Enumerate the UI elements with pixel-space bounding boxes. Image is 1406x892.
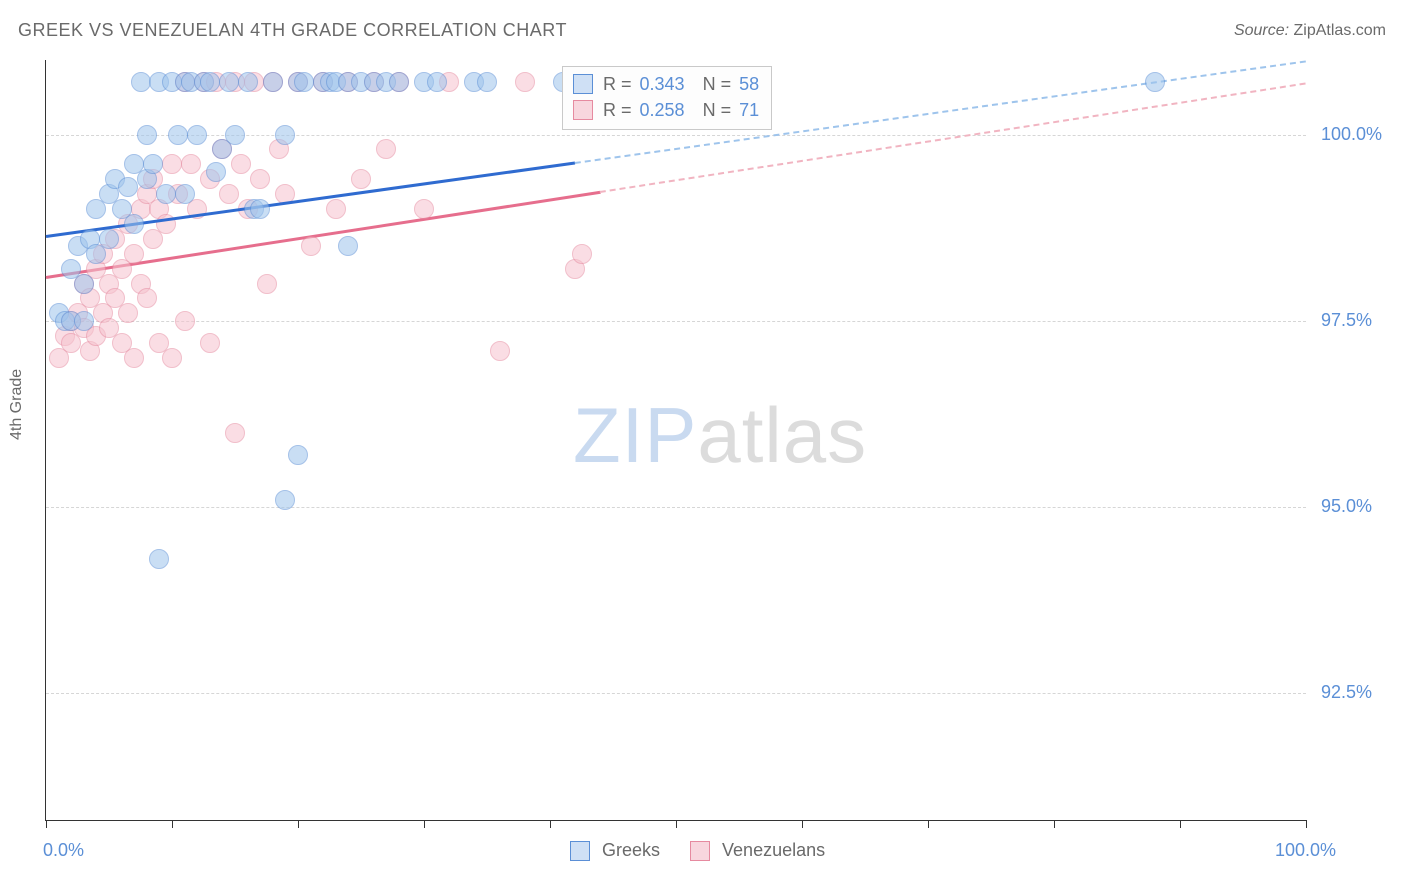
data-point — [162, 154, 182, 174]
data-point — [225, 125, 245, 145]
data-point — [250, 199, 270, 219]
data-point — [206, 162, 226, 182]
data-point — [99, 229, 119, 249]
gridline — [46, 693, 1306, 694]
x-tick — [298, 820, 299, 828]
x-tick — [676, 820, 677, 828]
chart-source: Source: ZipAtlas.com — [1234, 22, 1386, 40]
data-point — [263, 72, 283, 92]
legend-row: R = 0.343 N = 58 — [573, 71, 761, 97]
r-label: R = — [603, 71, 632, 97]
x-tick — [1054, 820, 1055, 828]
y-tick-label: 97.5% — [1321, 310, 1372, 331]
data-point — [294, 72, 314, 92]
y-tick-label: 92.5% — [1321, 682, 1372, 703]
x-tick — [928, 820, 929, 828]
legend-item: Venezuelans — [690, 840, 825, 861]
data-point — [288, 445, 308, 465]
data-point — [200, 72, 220, 92]
data-point — [124, 214, 144, 234]
data-point — [162, 348, 182, 368]
data-point — [225, 423, 245, 443]
scatter-plot — [45, 60, 1306, 821]
r-value: 0.258 — [640, 97, 685, 123]
data-point — [427, 72, 447, 92]
data-point — [515, 72, 535, 92]
data-point — [74, 311, 94, 331]
data-point — [156, 184, 176, 204]
data-point — [187, 125, 207, 145]
legend-correlation: R = 0.343 N = 58 R = 0.258 N = 71 — [562, 66, 772, 130]
data-point — [118, 303, 138, 323]
chart-title: GREEK VS VENEZUELAN 4TH GRADE CORRELATIO… — [18, 20, 567, 41]
data-point — [143, 154, 163, 174]
data-point — [124, 348, 144, 368]
data-point — [137, 125, 157, 145]
legend-series: Greeks Venezuelans — [570, 840, 825, 861]
data-point — [124, 244, 144, 264]
n-label: N = — [703, 97, 732, 123]
data-point — [250, 169, 270, 189]
y-tick-label: 100.0% — [1321, 124, 1382, 145]
data-point — [168, 125, 188, 145]
legend-label: Greeks — [602, 840, 660, 861]
data-point — [175, 184, 195, 204]
data-point — [477, 72, 497, 92]
x-tick — [46, 820, 47, 828]
data-point — [181, 154, 201, 174]
data-point — [338, 236, 358, 256]
data-point — [490, 341, 510, 361]
data-point — [376, 139, 396, 159]
data-point — [326, 199, 346, 219]
legend-swatch — [570, 841, 590, 861]
legend-label: Venezuelans — [722, 840, 825, 861]
data-point — [231, 154, 251, 174]
r-value: 0.343 — [640, 71, 685, 97]
x-tick — [802, 820, 803, 828]
x-tick — [1180, 820, 1181, 828]
source-label: Source: — [1234, 22, 1289, 39]
data-point — [137, 288, 157, 308]
data-point — [257, 274, 277, 294]
data-point — [389, 72, 409, 92]
legend-swatch — [573, 100, 593, 120]
n-value: 58 — [739, 71, 759, 97]
data-point — [572, 244, 592, 264]
legend-swatch — [690, 841, 710, 861]
x-tick — [172, 820, 173, 828]
x-axis-max-label: 100.0% — [1275, 840, 1336, 861]
legend-item: Greeks — [570, 840, 660, 861]
n-label: N = — [703, 71, 732, 97]
data-point — [351, 169, 371, 189]
data-point — [200, 333, 220, 353]
data-point — [131, 72, 151, 92]
legend-row: R = 0.258 N = 71 — [573, 97, 761, 123]
data-point — [118, 177, 138, 197]
gridline — [46, 507, 1306, 508]
x-axis-min-label: 0.0% — [43, 840, 84, 861]
n-value: 71 — [739, 97, 759, 123]
x-tick — [424, 820, 425, 828]
source-value: ZipAtlas.com — [1294, 22, 1386, 39]
data-point — [1145, 72, 1165, 92]
data-point — [175, 311, 195, 331]
x-tick — [550, 820, 551, 828]
x-tick — [1306, 820, 1307, 828]
y-tick-label: 95.0% — [1321, 496, 1372, 517]
r-label: R = — [603, 97, 632, 123]
data-point — [219, 72, 239, 92]
data-point — [219, 184, 239, 204]
data-point — [238, 72, 258, 92]
data-point — [149, 549, 169, 569]
gridline — [46, 321, 1306, 322]
legend-swatch — [573, 74, 593, 94]
data-point — [275, 125, 295, 145]
data-point — [301, 236, 321, 256]
data-point — [275, 490, 295, 510]
data-point — [414, 199, 434, 219]
data-point — [74, 274, 94, 294]
y-axis-label: 4th Grade — [8, 369, 26, 440]
